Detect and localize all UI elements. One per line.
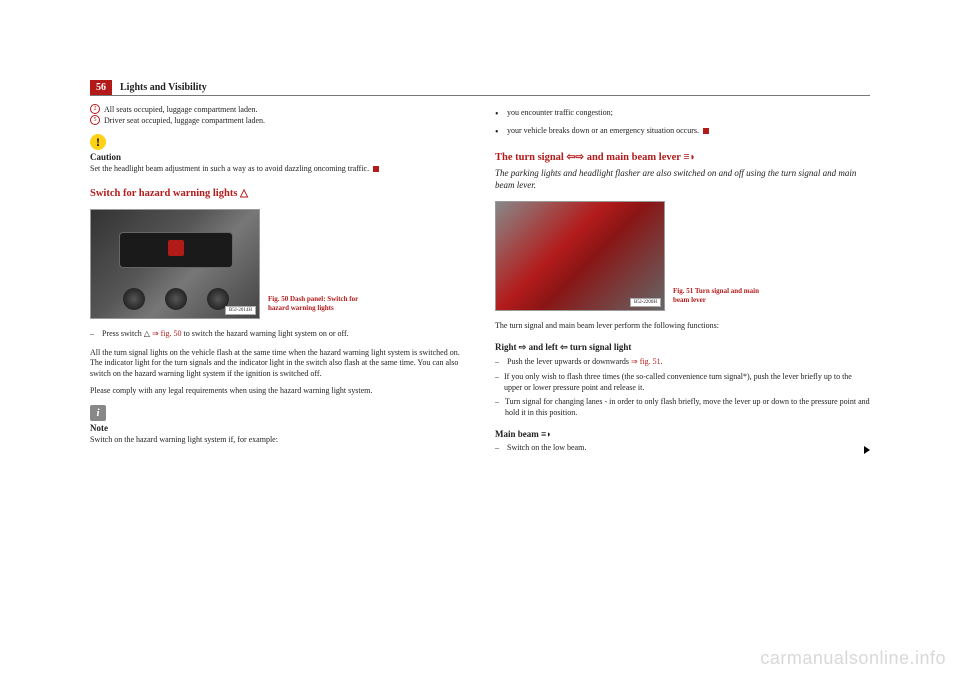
hazard-icon: △ [240,187,248,199]
content-columns: 2 All seats occupied, luggage compartmen… [90,104,870,454]
instruction-item: – Push the lever upwards or downwards ⇒ … [495,357,870,368]
t: and main beam lever [584,152,683,163]
left-column: 2 All seats occupied, luggage compartmen… [90,104,465,454]
knob-graphic [165,288,187,310]
bullet-item: • you encounter traffic congestion; [495,108,870,122]
figure-51-caption: Fig. 51 Turn signal and main beam lever [673,287,773,311]
numbered-item: 2 All seats occupied, luggage compartmen… [90,104,465,114]
note-block: i Note Switch on the hazard warning ligh… [90,397,465,446]
main-beam-icon: ≡◗ [683,151,695,163]
t: Main beam [495,429,541,439]
bullet-icon: • [495,126,507,140]
left-arrow-icon: ⇦ [560,342,568,352]
section-title-hazard: Switch for hazard warning lights △ [90,187,465,199]
t: . [661,357,663,366]
note-text: Switch on the hazard warning light syste… [90,435,465,446]
caution-block: ! Caution Set the headlight beam adjustm… [90,126,465,175]
instruction-item: – Switch on the low beam. [495,443,870,454]
figure-link[interactable]: ⇒ fig. 50 [150,329,182,338]
figure-link[interactable]: ⇒ fig. 51 [631,357,661,366]
page-number-badge: 56 [90,80,112,95]
section-title-turn-signal: The turn signal ⇦⇨ and main beam lever ≡… [495,151,870,163]
figure-50: B5J-2014H Fig. 50 Dash panel: Switch for… [90,209,465,319]
bullet-item: • your vehicle breaks down or an emergen… [495,126,870,140]
paragraph: All the turn signal lights on the vehicl… [90,348,465,380]
paragraph: The turn signal and main beam lever perf… [495,321,870,332]
dash-bullet: – [90,329,102,340]
section-intro: The parking lights and headlight flasher… [495,167,870,191]
dash-bullet: – [495,357,507,368]
figure-51-image: B5J-2200H [495,201,665,311]
turn-signal-icon: ⇦⇨ [566,151,584,163]
t: Press switch [102,329,144,338]
numbered-item: 5 Driver seat occupied, luggage compartm… [90,115,465,125]
subheading-main-beam: Main beam ≡◗ [495,429,870,439]
knob-graphic [123,288,145,310]
watermark: carmanualsonline.info [760,648,946,669]
bullet-icon: • [495,108,507,122]
caution-body: Set the headlight beam adjustment in suc… [90,164,369,173]
t: your vehicle breaks down or an emergency… [507,126,699,135]
right-column: • you encounter traffic congestion; • yo… [495,104,870,454]
bullet-text: your vehicle breaks down or an emergency… [507,126,709,140]
numbered-text: Driver seat occupied, luggage compartmen… [104,116,265,125]
figure-51: B5J-2200H Fig. 51 Turn signal and main b… [495,201,870,311]
figure-code: B5J-2200H [630,298,661,307]
main-beam-icon: ≡◗ [541,429,552,439]
paragraph: Please comply with any legal requirement… [90,386,465,397]
figure-code: B5J-2014H [225,306,256,315]
instruction-text: Press switch △ ⇒ fig. 50 to switch the h… [102,329,349,340]
caution-icon: ! [90,134,106,150]
t: The turn signal [495,152,566,163]
caution-title: Caution [90,152,465,162]
bullet-text: you encounter traffic congestion; [507,108,613,122]
instruction-text: Switch on the low beam. [507,443,864,454]
note-icon: i [90,405,106,421]
subheading-turn-signal: Right ⇨ and left ⇦ turn signal light [495,342,870,353]
t: and left [526,342,560,352]
t: turn signal light [568,342,632,352]
instruction-text: If you only wish to flash three times (t… [504,372,870,394]
note-title: Note [90,423,465,433]
dash-bullet: – [495,443,507,454]
numbered-text: All seats occupied, luggage compartment … [104,105,258,114]
figure-50-caption: Fig. 50 Dash panel: Switch for hazard wa… [268,295,368,319]
continue-arrow-icon [864,446,870,454]
t: Right [495,342,519,352]
t: Push the lever upwards or downwards [507,357,631,366]
end-marker-icon [373,166,379,172]
instruction-item: – Press switch △ ⇒ fig. 50 to switch the… [90,329,465,340]
t: to switch the hazard warning light syste… [182,329,349,338]
page-header: 56 Lights and Visibility [90,80,870,96]
circle-number: 2 [90,104,100,114]
dash-bullet: – [495,397,505,419]
instruction-text: Push the lever upwards or downwards ⇒ fi… [507,357,663,368]
instruction-item: – Turn signal for changing lanes - in or… [495,397,870,419]
caution-text: Set the headlight beam adjustment in suc… [90,164,465,175]
figure-50-image: B5J-2014H [90,209,260,319]
hazard-button-graphic [168,240,184,256]
section-title-text: Switch for hazard warning lights [90,188,237,199]
instruction-item: – If you only wish to flash three times … [495,372,870,394]
end-marker-icon [703,128,709,134]
dash-bullet: – [495,372,504,394]
instruction-text: Turn signal for changing lanes - in orde… [505,397,870,419]
page-title: Lights and Visibility [120,82,207,95]
manual-page: 56 Lights and Visibility 2 All seats occ… [0,0,960,454]
circle-number: 5 [90,115,100,125]
